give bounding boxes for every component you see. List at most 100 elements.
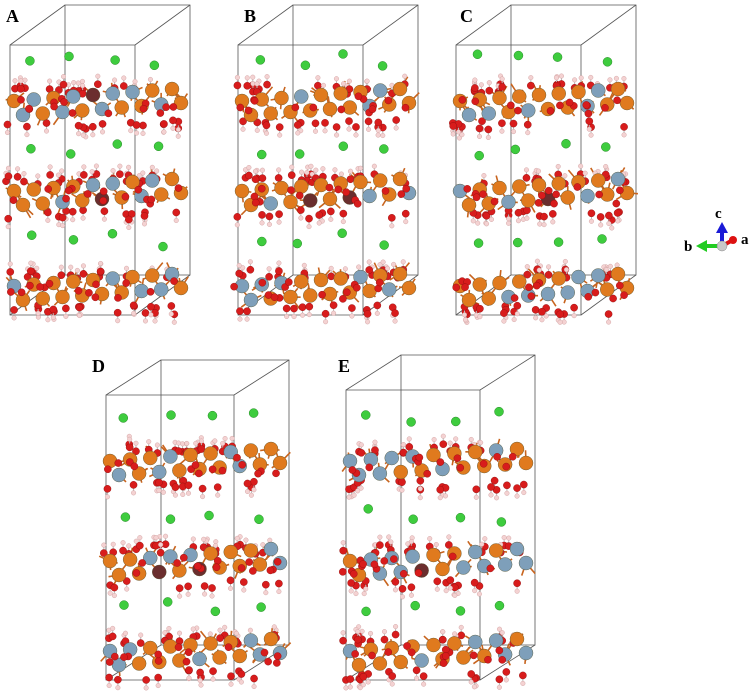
h-atom (578, 163, 584, 169)
metal-atom (456, 560, 471, 575)
metal-atom (131, 656, 147, 671)
o-atom (262, 121, 271, 130)
h-atom (24, 132, 30, 138)
h-atom (300, 312, 306, 318)
h-atom (427, 536, 433, 542)
hydroxide-layer (102, 433, 291, 500)
o-atom (357, 449, 366, 457)
h-atom (304, 170, 310, 176)
h-atom (453, 436, 459, 442)
o-atom (262, 580, 270, 589)
h-atom (107, 590, 113, 596)
o-atom (198, 484, 207, 493)
o-atom (538, 307, 546, 316)
h-atom (207, 631, 213, 637)
h-atom (133, 538, 139, 544)
h-atom (499, 128, 505, 134)
h-atom (5, 165, 11, 171)
cl-atom (363, 504, 373, 514)
h-atom (313, 167, 319, 173)
h-atom (360, 682, 366, 688)
cl-atom (119, 600, 129, 610)
h-atom (363, 586, 369, 592)
h-atom (138, 632, 144, 638)
h-atom (334, 132, 340, 138)
cl-atom (360, 410, 371, 420)
o-atom (573, 183, 582, 191)
o-atom (339, 568, 347, 576)
o-atom (370, 560, 379, 569)
metal-atom (163, 449, 178, 464)
o-atom (80, 171, 88, 179)
o-atom (514, 208, 523, 217)
o-atom (125, 443, 134, 452)
cl-atom (256, 149, 267, 160)
metal-atom (111, 467, 127, 483)
cl-atom (153, 141, 164, 152)
cl-atom (379, 144, 389, 154)
h-atom (80, 215, 86, 221)
metal-atom (342, 453, 358, 469)
h-atom (346, 494, 352, 500)
cl-atom (255, 55, 266, 65)
h-atom (349, 313, 355, 319)
metal-atom (461, 107, 477, 123)
metal-atom (492, 90, 507, 106)
h-atom (106, 683, 112, 689)
h-atom (47, 78, 53, 84)
h-atom (499, 76, 505, 82)
o-atom (100, 207, 109, 215)
h-atom (175, 133, 181, 139)
h-atom (342, 266, 348, 272)
o-atom (403, 642, 411, 650)
h-atom (353, 591, 359, 597)
o-atom (92, 280, 100, 289)
o-atom (334, 185, 343, 194)
h-atom (71, 80, 77, 86)
o-atom (96, 267, 105, 276)
o-atom (75, 303, 84, 312)
metal-atom (512, 179, 527, 194)
o-atom (258, 211, 266, 219)
h-atom (486, 80, 492, 86)
cell-edge (580, 4, 637, 46)
h-atom (173, 217, 179, 223)
o-atom (509, 119, 518, 128)
o-atom (604, 310, 613, 318)
cl-atom (602, 57, 613, 67)
h-atom (458, 624, 464, 630)
cl-atom (338, 49, 348, 59)
o-atom (345, 117, 353, 125)
metal-atom (488, 543, 504, 558)
o-atom (295, 191, 304, 200)
metal-atom (481, 106, 496, 121)
h-atom (351, 492, 357, 498)
o-atom (525, 283, 533, 292)
origin (716, 240, 728, 252)
o-atom (534, 199, 543, 207)
metal-atom (461, 197, 477, 213)
h-atom (541, 222, 547, 228)
o-atom (438, 635, 447, 644)
cl-atom (474, 150, 484, 161)
cl-atom (513, 50, 524, 61)
h-atom (315, 75, 321, 81)
o-atom (218, 466, 227, 475)
h-atom (606, 221, 612, 227)
metal-atom (154, 282, 169, 297)
cl-atom (496, 517, 507, 527)
metal-atom (551, 86, 566, 101)
metal-atom (26, 182, 41, 197)
h-atom (621, 132, 627, 138)
b-axis-head (696, 240, 707, 252)
o-atom (479, 190, 487, 199)
h-atom (578, 75, 584, 81)
h-atom (322, 128, 328, 134)
h-atom (244, 75, 250, 81)
o-atom (381, 187, 390, 195)
o-atom (224, 643, 233, 651)
h-atom (250, 74, 256, 80)
o-atom (45, 279, 54, 288)
o-atom (147, 195, 156, 204)
o-atom (503, 481, 511, 490)
